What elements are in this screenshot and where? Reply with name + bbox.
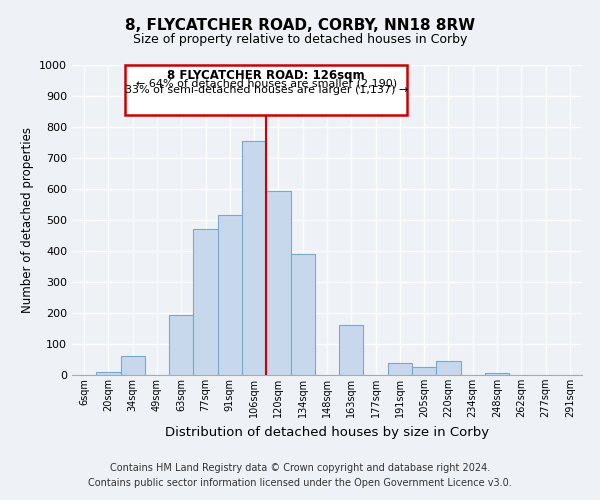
- Text: 33% of semi-detached houses are larger (1,137) →: 33% of semi-detached houses are larger (…: [125, 85, 408, 95]
- Bar: [412, 367, 436, 375]
- Bar: [436, 361, 461, 375]
- Bar: [339, 326, 364, 375]
- Text: ← 64% of detached houses are smaller (2,190): ← 64% of detached houses are smaller (2,…: [136, 78, 397, 88]
- Bar: [290, 254, 315, 375]
- Y-axis label: Number of detached properties: Number of detached properties: [20, 127, 34, 313]
- Bar: [388, 362, 412, 375]
- Bar: [218, 216, 242, 375]
- Text: Size of property relative to detached houses in Corby: Size of property relative to detached ho…: [133, 32, 467, 46]
- Bar: [193, 230, 218, 375]
- X-axis label: Distribution of detached houses by size in Corby: Distribution of detached houses by size …: [165, 426, 489, 438]
- Text: 8 FLYCATCHER ROAD: 126sqm: 8 FLYCATCHER ROAD: 126sqm: [167, 68, 365, 82]
- Bar: [121, 356, 145, 375]
- Text: 8, FLYCATCHER ROAD, CORBY, NN18 8RW: 8, FLYCATCHER ROAD, CORBY, NN18 8RW: [125, 18, 475, 32]
- Text: Contains HM Land Registry data © Crown copyright and database right 2024.
Contai: Contains HM Land Registry data © Crown c…: [88, 462, 512, 487]
- Bar: [96, 372, 121, 375]
- FancyBboxPatch shape: [125, 65, 407, 114]
- Bar: [169, 314, 193, 375]
- Bar: [266, 190, 290, 375]
- Bar: [485, 374, 509, 375]
- Bar: [242, 141, 266, 375]
